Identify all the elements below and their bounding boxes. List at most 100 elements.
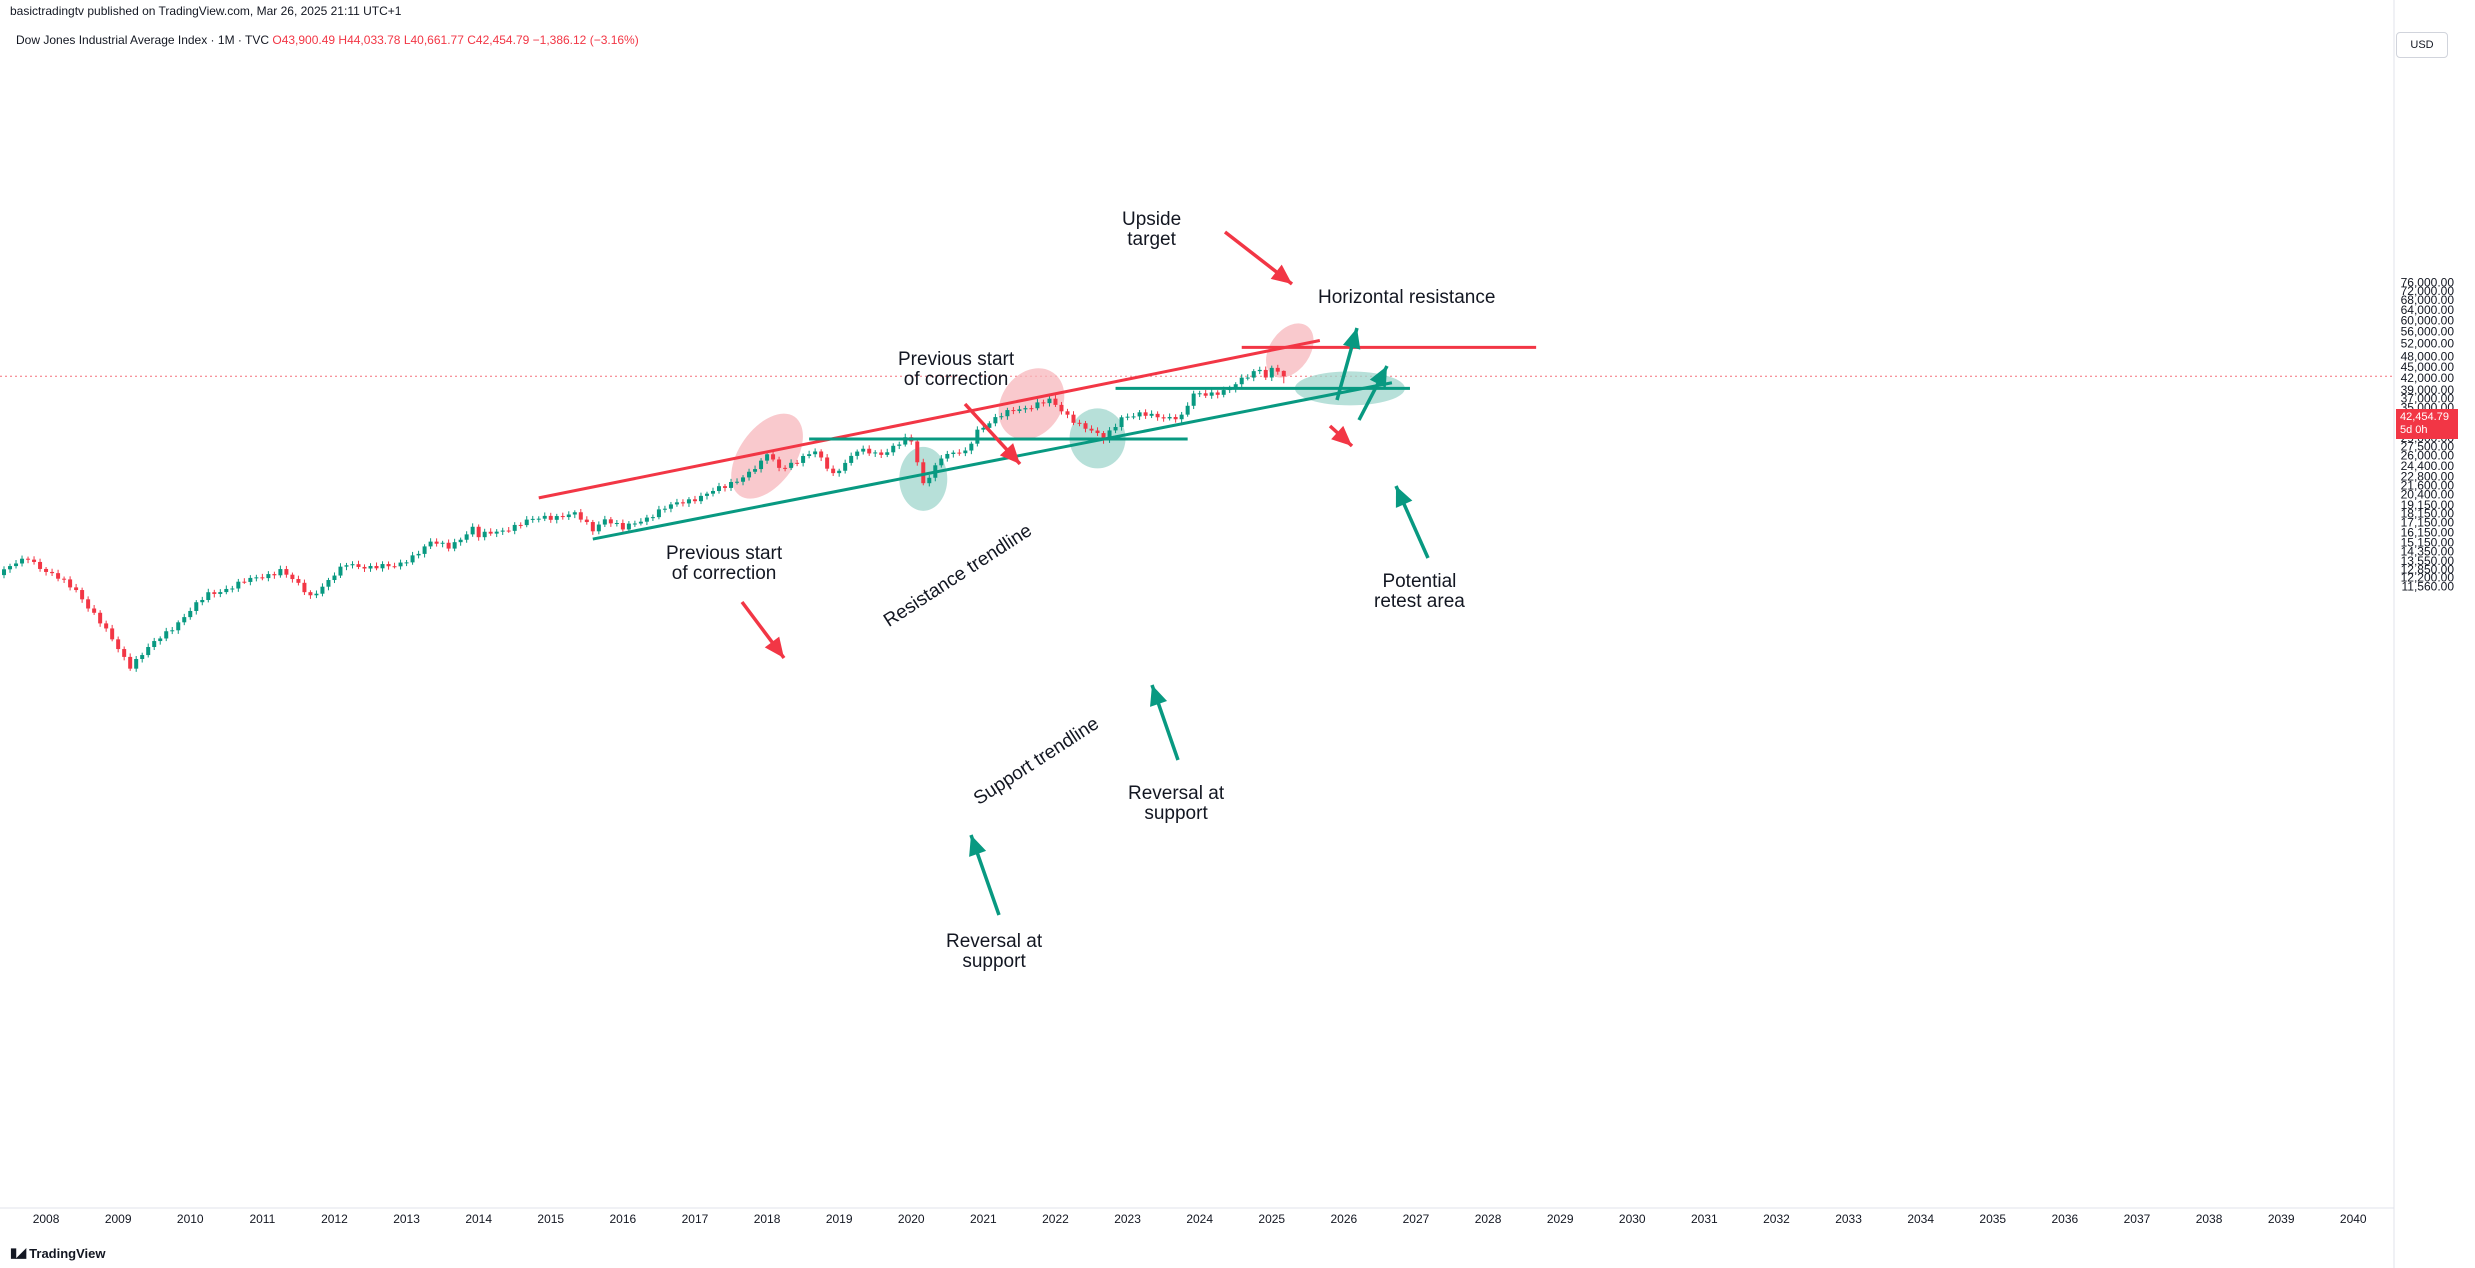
y-tick-label: 37,000.00: [2401, 392, 2455, 406]
candle-body: [380, 564, 385, 569]
candle-body: [398, 562, 403, 567]
candle-body: [1017, 409, 1022, 411]
candle-body: [807, 454, 812, 456]
candle-body: [596, 524, 601, 532]
y-tick-label: 48,000.00: [2401, 349, 2455, 363]
candle-body: [981, 427, 986, 430]
candle-body: [1113, 427, 1118, 431]
candle-body: [795, 462, 800, 464]
candle-body: [308, 592, 313, 596]
candle-body: [963, 450, 968, 454]
reversal-arrow-head: [969, 835, 987, 857]
x-tick-label: 2028: [1475, 1212, 1502, 1226]
y-tick-label: 76,000.00: [2401, 275, 2455, 289]
y-tick-label: 27,500.00: [2401, 439, 2455, 453]
last-price-value: 42,454.79: [2400, 411, 2449, 423]
candle-body: [146, 647, 151, 656]
y-tick-label: 17,150.00: [2401, 516, 2455, 530]
candle-body: [452, 542, 457, 549]
candle-body: [422, 546, 427, 554]
candle-body: [903, 437, 908, 445]
correction-arrow-head: [999, 443, 1020, 464]
candle-body: [1149, 413, 1154, 416]
candle-body: [1257, 369, 1262, 372]
highlight-zone: [1266, 323, 1314, 378]
candle-body: [500, 530, 505, 532]
candle-body: [14, 563, 19, 567]
candle-body: [248, 577, 253, 582]
candle-body: [620, 523, 625, 530]
previous-correction-label-1: Previous start of correction: [666, 543, 783, 584]
candle-body: [386, 564, 391, 567]
candle-body: [260, 577, 265, 579]
candle-body: [704, 493, 709, 496]
candle-body: [951, 452, 956, 454]
candle-body: [1065, 411, 1070, 415]
candle-body: [650, 517, 655, 519]
x-tick-label: 2040: [2340, 1212, 2367, 1226]
candle-body: [116, 639, 121, 650]
candle-body: [855, 451, 860, 456]
candle-body: [753, 469, 758, 472]
candle-body: [434, 541, 439, 544]
candle-body: [632, 523, 637, 525]
candle-body: [1251, 371, 1256, 378]
candle-body: [80, 590, 85, 600]
candle-body: [74, 587, 79, 591]
candle-body: [464, 534, 469, 540]
y-tick-label: 39,000.00: [2401, 383, 2455, 397]
candle-body: [68, 579, 73, 588]
candle-body: [584, 519, 589, 523]
candle-body: [404, 562, 409, 564]
y-tick-label: 14,350.00: [2401, 544, 2455, 558]
candle-body: [783, 467, 788, 469]
currency-button[interactable]: USD: [2396, 32, 2448, 58]
candle-body: [212, 592, 217, 594]
x-tick-label: 2029: [1547, 1212, 1574, 1226]
open-value: O43,900.49: [272, 33, 336, 47]
y-tick-label: 13,550.00: [2401, 554, 2455, 568]
candle-body: [410, 555, 415, 563]
candle-body: [170, 630, 175, 632]
candle-body: [266, 574, 271, 579]
candle-body: [518, 524, 523, 526]
candle-body: [2, 569, 7, 576]
candle-body: [710, 490, 715, 494]
candle-body: [1071, 414, 1076, 423]
candle-body: [488, 531, 493, 534]
candle-body: [590, 522, 595, 532]
candle-body: [362, 566, 367, 569]
candle-body: [1203, 393, 1208, 396]
y-tick-label: 56,000.00: [2401, 325, 2455, 339]
high-value: H44,033.78: [338, 33, 401, 47]
candle-body: [999, 416, 1004, 418]
candle-body: [368, 565, 373, 569]
candle-body: [626, 523, 631, 530]
candle-body: [759, 460, 764, 470]
ohlc-legend[interactable]: Dow Jones Industrial Average Index · 1M …: [16, 33, 639, 47]
x-tick-label: 2025: [1258, 1212, 1285, 1226]
breakout-arrow-head: [1342, 328, 1361, 350]
candle-body: [1077, 422, 1082, 424]
symbol-label[interactable]: Dow Jones Industrial Average Index · 1M …: [16, 33, 270, 47]
candle-body: [698, 495, 703, 502]
correction-arrow-head: [764, 636, 784, 658]
candle-body: [1281, 370, 1286, 377]
candle-body: [945, 453, 950, 459]
candle-body: [218, 592, 223, 594]
candle-body: [8, 566, 13, 570]
candle-body: [975, 429, 980, 444]
candle-body: [987, 423, 992, 428]
candle-body: [1179, 414, 1184, 420]
candle-body: [152, 641, 157, 648]
candle-body: [1047, 398, 1052, 404]
candle-body: [1041, 402, 1046, 404]
support-trendline: [592, 381, 1393, 541]
candle-body: [644, 517, 649, 522]
candle-body: [38, 561, 43, 569]
candle-body: [1131, 416, 1136, 418]
tradingview-brand[interactable]: ▮◢ TradingView: [10, 1245, 106, 1261]
candle-body: [686, 499, 691, 504]
candle-body: [1089, 428, 1094, 431]
